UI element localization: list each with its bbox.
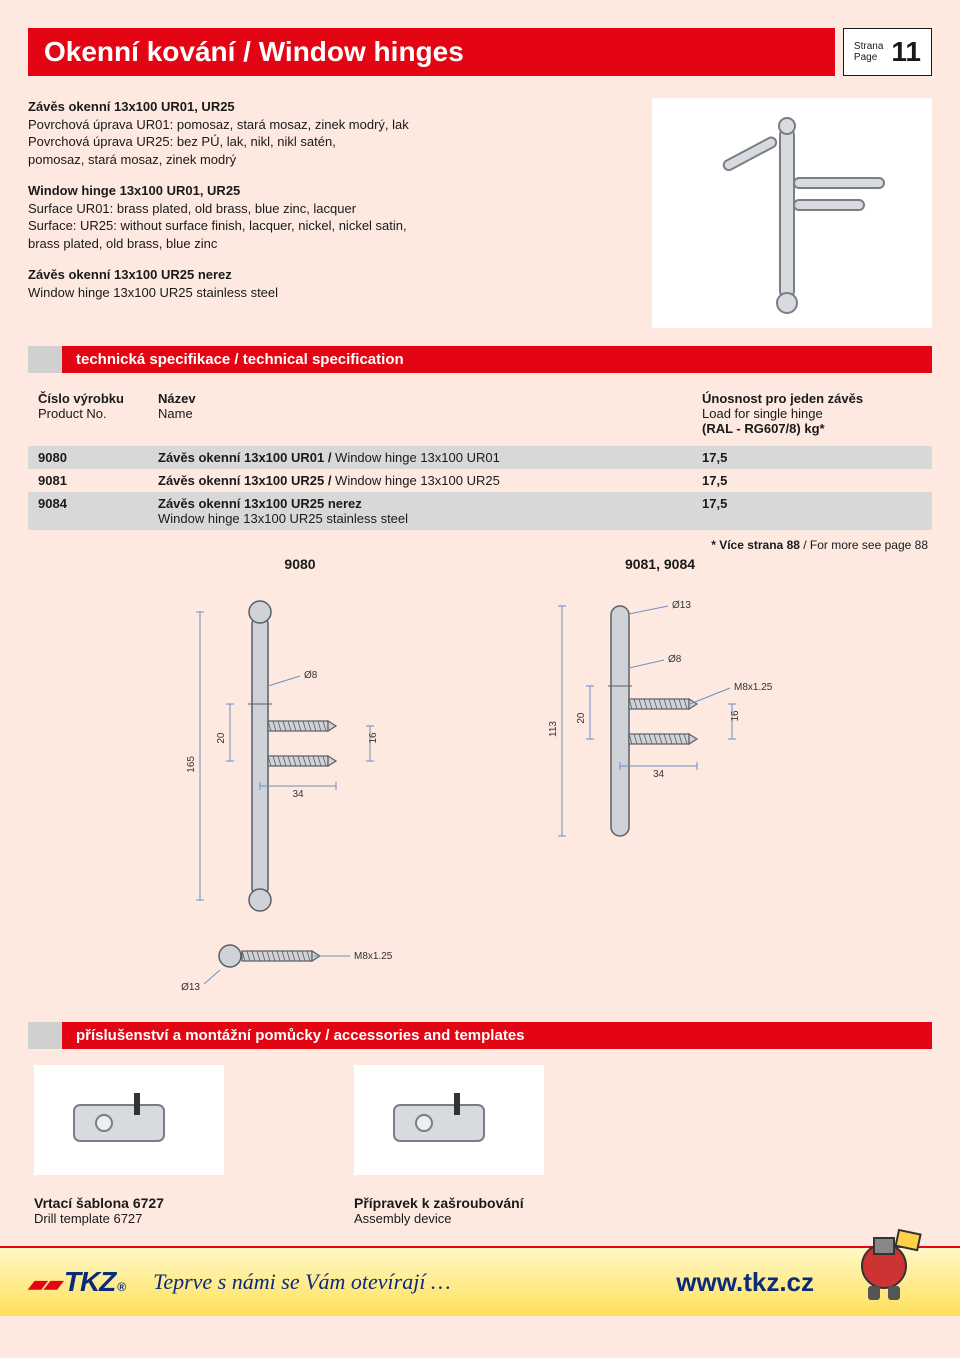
section-bar-acc: příslušenství a montážní pomůcky / acces… <box>28 1022 932 1049</box>
accessory-item: Vrtací šablona 6727Drill template 6727 <box>34 1065 294 1226</box>
section-tech-label: technická specifikace / technical specif… <box>62 346 932 373</box>
footer-url: www.tkz.cz <box>676 1267 814 1298</box>
intro1-line3: pomosaz, stará mosaz, zinek modrý <box>28 151 632 169</box>
accessory-title-cz: Vrtací šablona 6727 <box>34 1195 294 1211</box>
drawing-9080-label: 9080 <box>140 556 460 572</box>
accessory-photo <box>354 1065 544 1175</box>
svg-text:20: 20 <box>216 732 227 744</box>
intro1-line1: Povrchová úprava UR01: pomosaz, stará mo… <box>28 116 632 134</box>
accessory-title-en: Drill template 6727 <box>34 1211 294 1226</box>
section-acc-label: příslušenství a montážní pomůcky / acces… <box>62 1022 932 1049</box>
footnote: * Více strana 88 / For more see page 88 <box>28 538 928 552</box>
cell-name: Závěs okenní 13x100 UR25 nerezWindow hin… <box>148 492 692 530</box>
page-number-box: Strana Page 11 <box>843 28 932 76</box>
cell-load: 17,5 <box>692 446 932 469</box>
cell-name: Závěs okenní 13x100 UR25 / Window hinge … <box>148 469 692 492</box>
drawing-9080: 9080 Ø8 165 20 16 34 Ø13 M8x1.25 <box>140 556 460 996</box>
intro1-line2: Povrchová úprava UR25: bez PÚ, lak, nikl… <box>28 133 632 151</box>
col-hdr-name: Název Name <box>148 385 692 446</box>
intro3-line1: Window hinge 13x100 UR25 stainless steel <box>28 284 632 302</box>
col-hdr-load: Únosnost pro jeden závěs Load for single… <box>692 385 932 446</box>
brand-logo: ▰▰ TKZ ® <box>28 1266 125 1298</box>
intro3-title: Závěs okenní 13x100 UR25 nerez <box>28 266 632 284</box>
page-number: 11 <box>891 36 921 68</box>
intro2-title: Window hinge 13x100 UR01, UR25 <box>28 182 632 200</box>
table-row: 9081Závěs okenní 13x100 UR25 / Window hi… <box>28 469 932 492</box>
intro2-line3: brass plated, old brass, blue zinc <box>28 235 632 253</box>
page-title: Okenní kování / Window hinges <box>28 28 835 76</box>
page-label: Page <box>854 52 883 63</box>
section-bar-tech: technická specifikace / technical specif… <box>28 346 932 373</box>
spec-table: Číslo výrobku Product No. Název Name Úno… <box>28 385 932 530</box>
cell-load: 17,5 <box>692 469 932 492</box>
product-photo <box>652 98 932 328</box>
accessory-item: Přípravek k zašroubováníAssembly device <box>354 1065 614 1226</box>
svg-text:113: 113 <box>548 721 559 737</box>
mascot-icon <box>842 1218 932 1308</box>
section-chip <box>28 1022 62 1049</box>
intro2-line2: Surface: UR25: without surface finish, l… <box>28 217 632 235</box>
drawing-right-label: 9081, 9084 <box>500 556 820 572</box>
accessory-photo <box>34 1065 224 1175</box>
cell-load: 17,5 <box>692 492 932 530</box>
svg-text:165: 165 <box>186 756 197 773</box>
svg-text:34: 34 <box>292 789 304 800</box>
strana-label: Strana <box>854 41 883 52</box>
accessory-title-cz: Přípravek k zašroubování <box>354 1195 614 1211</box>
svg-text:34: 34 <box>653 769 665 780</box>
intro-text: Závěs okenní 13x100 UR01, UR25 Povrchová… <box>28 98 632 328</box>
cell-name: Závěs okenní 13x100 UR01 / Window hinge … <box>148 446 692 469</box>
drawing-9081-9084: 9081, 9084 Ø13 Ø8 M8x1.25 113 20 16 34 <box>500 556 820 896</box>
section-chip <box>28 346 62 373</box>
table-row: 9084Závěs okenní 13x100 UR25 nerezWindow… <box>28 492 932 530</box>
svg-text:20: 20 <box>576 712 587 724</box>
svg-text:M8x1.25: M8x1.25 <box>734 682 773 693</box>
svg-text:16: 16 <box>368 732 379 744</box>
cell-pn: 9081 <box>28 469 148 492</box>
accessory-title-en: Assembly device <box>354 1211 614 1226</box>
svg-text:Ø13: Ø13 <box>672 600 691 611</box>
page-header: Okenní kování / Window hinges Strana Pag… <box>28 28 932 76</box>
intro1-title: Závěs okenní 13x100 UR01, UR25 <box>28 98 632 116</box>
col-hdr-pn: Číslo výrobku Product No. <box>28 385 148 446</box>
table-row: 9080Závěs okenní 13x100 UR01 / Window hi… <box>28 446 932 469</box>
intro2-line1: Surface UR01: brass plated, old brass, b… <box>28 200 632 218</box>
cell-pn: 9080 <box>28 446 148 469</box>
svg-text:M8x1.25: M8x1.25 <box>354 951 393 962</box>
svg-text:Ø8: Ø8 <box>304 670 318 681</box>
svg-text:Ø8: Ø8 <box>668 654 682 665</box>
footer-slogan: Teprve s námi se Vám otevírají … <box>153 1269 648 1295</box>
page-footer: ▰▰ TKZ ® Teprve s námi se Vám otevírají … <box>0 1246 960 1316</box>
svg-text:16: 16 <box>730 710 741 722</box>
svg-text:Ø13: Ø13 <box>181 982 200 993</box>
cell-pn: 9084 <box>28 492 148 530</box>
